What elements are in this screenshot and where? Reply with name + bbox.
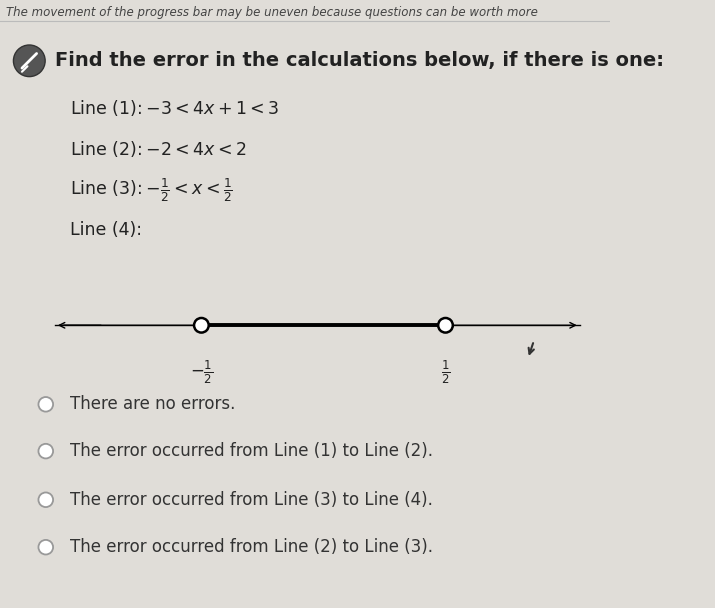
Circle shape [194,318,209,333]
Text: Line (1): $-3 < 4x + 1 < 3$: Line (1): $-3 < 4x + 1 < 3$ [70,98,280,118]
Text: The movement of the progress bar may be uneven because questions can be worth mo: The movement of the progress bar may be … [6,5,538,19]
Text: Line (3): $-\frac{1}{2} < x < \frac{1}{2}$: Line (3): $-\frac{1}{2} < x < \frac{1}{2… [70,176,233,204]
Text: Line (4):: Line (4): [70,221,142,240]
Text: The error occurred from Line (2) to Line (3).: The error occurred from Line (2) to Line… [70,538,433,556]
Circle shape [39,540,53,554]
Text: Line (2): $-2 < 4x < 2$: Line (2): $-2 < 4x < 2$ [70,139,247,159]
Text: The error occurred from Line (1) to Line (2).: The error occurred from Line (1) to Line… [70,442,433,460]
Circle shape [438,318,453,333]
Text: The error occurred from Line (3) to Line (4).: The error occurred from Line (3) to Line… [70,491,433,509]
Text: $\frac{1}{2}$: $\frac{1}{2}$ [440,359,450,386]
Circle shape [39,444,53,458]
Text: Find the error in the calculations below, if there is one:: Find the error in the calculations below… [55,51,664,71]
Circle shape [39,397,53,412]
Circle shape [39,492,53,507]
Text: $-\frac{1}{2}$: $-\frac{1}{2}$ [189,359,213,386]
Text: There are no errors.: There are no errors. [70,395,235,413]
Circle shape [14,45,45,77]
